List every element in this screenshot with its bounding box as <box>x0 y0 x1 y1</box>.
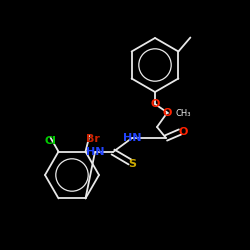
Text: HN: HN <box>86 147 104 157</box>
Text: O: O <box>150 99 160 109</box>
Text: O: O <box>178 127 188 137</box>
Text: Br: Br <box>86 134 100 143</box>
Text: Cl: Cl <box>44 136 56 145</box>
Text: CH₃: CH₃ <box>176 108 192 118</box>
Text: O: O <box>162 108 172 118</box>
Text: HN: HN <box>123 133 141 143</box>
Text: S: S <box>128 159 136 169</box>
